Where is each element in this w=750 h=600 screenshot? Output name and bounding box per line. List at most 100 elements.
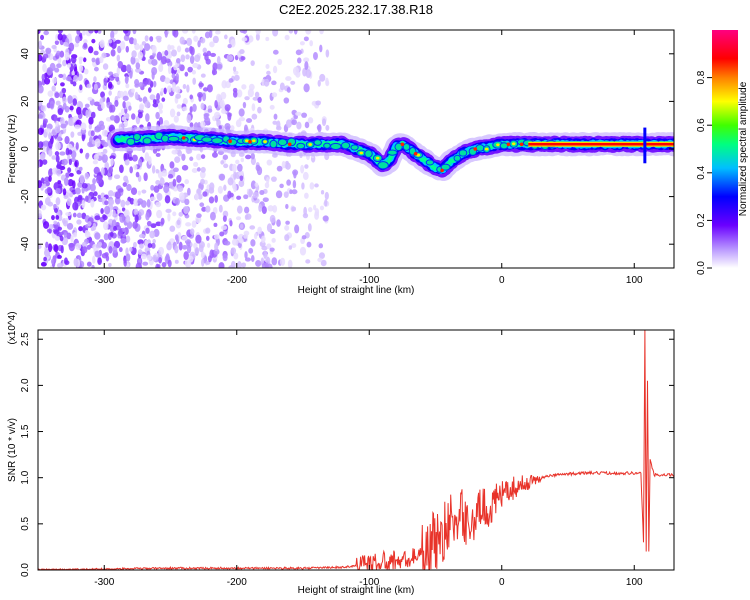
noise-speckle (214, 111, 221, 119)
noise-speckle (184, 71, 189, 77)
noise-speckle (279, 257, 286, 266)
noise-speckle (139, 44, 144, 52)
noise-speckle (169, 108, 176, 118)
noise-speckle (224, 122, 231, 131)
noise-speckle (72, 98, 78, 106)
noise-speckle (279, 183, 284, 189)
noise-speckle (206, 84, 213, 93)
noise-speckle (152, 102, 159, 108)
ridge-blob (330, 142, 342, 151)
ridge-red-dot (287, 142, 292, 147)
noise-speckle (76, 219, 82, 225)
noise-speckle (185, 222, 192, 227)
noise-speckle (213, 234, 220, 240)
noise-speckle (145, 78, 152, 85)
ridge-blob (126, 137, 136, 146)
noise-speckle (290, 80, 296, 85)
ridge-blob (160, 134, 170, 143)
y-tick-label: 2.5 (20, 332, 31, 346)
noise-speckle (58, 183, 63, 188)
noise-speckle (304, 192, 309, 199)
noise-speckle (288, 245, 293, 250)
noise-speckle (144, 43, 151, 52)
noise-speckle (195, 234, 202, 244)
noise-speckle (169, 225, 176, 232)
noise-speckle (91, 57, 96, 63)
noise-speckle (291, 206, 297, 212)
noise-speckle (149, 230, 156, 239)
noise-speckle (144, 239, 148, 249)
noise-speckle (75, 187, 81, 195)
noise-speckle (227, 177, 234, 186)
noise-speckle (67, 167, 72, 174)
noise-speckle (66, 198, 72, 206)
noise-speckle (275, 190, 283, 199)
noise-speckle (272, 204, 278, 213)
noise-speckle (60, 82, 65, 87)
noise-speckle (81, 133, 86, 142)
noise-speckle (72, 81, 77, 87)
noise-speckle (155, 111, 160, 120)
noise-speckle (257, 106, 262, 114)
ridge-peak (416, 153, 421, 157)
noise-speckle (248, 247, 254, 254)
noise-speckle (181, 164, 189, 171)
noise-speckle (324, 199, 328, 207)
noise-speckle (216, 93, 222, 103)
noise-speckle (319, 30, 324, 35)
noise-speckle (303, 83, 310, 93)
noise-speckle (99, 39, 105, 49)
noise-speckle (122, 30, 129, 34)
noise-speckle (125, 235, 131, 243)
noise-speckle (137, 51, 144, 60)
noise-speckle (72, 212, 77, 218)
noise-speckle (53, 229, 60, 235)
noise-speckle (137, 174, 142, 183)
y-tick-label: 0.5 (20, 516, 31, 530)
noise-speckle (135, 62, 141, 70)
noise-speckle (318, 243, 324, 249)
noise-speckle (125, 45, 130, 53)
noise-speckle (137, 249, 143, 255)
noise-speckle (229, 192, 234, 198)
noise-speckle (232, 87, 238, 93)
noise-speckle (146, 254, 152, 261)
noise-speckle (255, 33, 260, 41)
noise-speckle (90, 111, 96, 119)
noise-speckle (189, 45, 193, 54)
noise-speckle (133, 164, 138, 170)
noise-speckle (46, 123, 53, 130)
noise-speckle (88, 123, 92, 130)
noise-speckle (132, 221, 138, 229)
noise-speckle (305, 30, 312, 35)
noise-speckle (94, 215, 101, 221)
noise-speckle (109, 155, 116, 160)
ridge-red-dot (228, 139, 232, 144)
noise-speckle (156, 37, 162, 43)
noise-speckle (145, 227, 150, 234)
noise-speckle (257, 226, 263, 235)
noise-speckle (99, 56, 104, 64)
noise-speckle (51, 214, 55, 221)
noise-speckle (149, 36, 154, 42)
noise-speckle (271, 92, 278, 98)
snr-panel: -300 -200 -100 0 100 0.0 0.5 1.0 1.5 2.0 2.5 Heig… (7, 311, 675, 596)
noise-speckle (285, 203, 289, 210)
ridge-red-dot (519, 142, 524, 147)
noise-speckle (191, 69, 197, 75)
noise-speckle (164, 195, 171, 204)
noise-speckle (158, 246, 165, 256)
noise-speckle (38, 114, 43, 119)
noise-speckle (159, 177, 165, 187)
noise-speckle (64, 136, 70, 145)
ridge-blob (201, 136, 213, 143)
noise-speckle (65, 172, 70, 178)
noise-speckle (110, 158, 114, 166)
noise-speckle (145, 212, 150, 221)
noise-speckle (223, 184, 227, 191)
noise-speckle (51, 44, 57, 50)
noise-speckle (100, 167, 105, 176)
noise-speckle (289, 189, 293, 195)
noise-speckle (207, 108, 213, 113)
noise-speckle (42, 159, 48, 165)
